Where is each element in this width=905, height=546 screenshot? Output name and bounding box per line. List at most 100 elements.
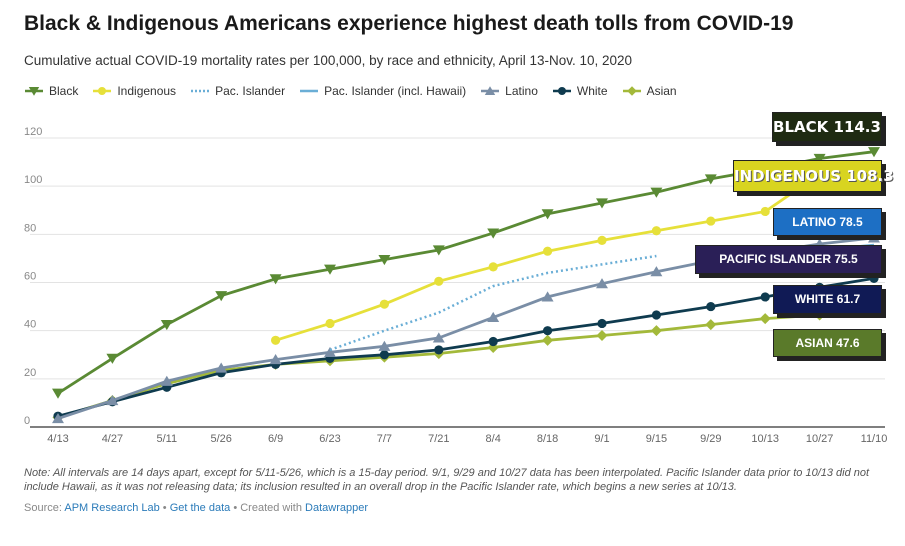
marker-point xyxy=(324,264,336,275)
marker-point xyxy=(106,394,119,406)
x-tick-label: 9/1 xyxy=(594,433,609,445)
marker-point xyxy=(379,350,389,360)
marker-point xyxy=(487,228,500,239)
callout-label: WHITE 61.7 xyxy=(773,285,882,314)
legend-label: Latino xyxy=(505,84,538,98)
x-tick-label: 7/21 xyxy=(428,433,449,445)
marker-point xyxy=(597,318,607,329)
legend-label: Pac. Islander xyxy=(215,84,286,98)
y-tick-label: 120 xyxy=(24,126,42,138)
legend-label: Black xyxy=(49,84,79,98)
marker-point xyxy=(52,413,64,424)
legend-swatch-icon xyxy=(481,86,500,95)
callout-label: PACIFIC ISLANDER 75.5 xyxy=(695,245,882,274)
marker-point xyxy=(488,262,498,272)
marker-point xyxy=(650,325,662,337)
callout-label: LATINO 78.5 xyxy=(773,208,882,236)
marker-point xyxy=(760,292,770,302)
legend-swatch-icon xyxy=(622,86,641,96)
marker-point xyxy=(28,87,40,96)
series-line xyxy=(275,164,875,342)
legend-item: Black xyxy=(24,84,78,98)
created-with: • Created with xyxy=(230,502,306,514)
marker-point xyxy=(597,235,607,245)
y-tick-label: 60 xyxy=(24,271,36,283)
marker-point xyxy=(868,232,880,243)
source-sep: • xyxy=(159,502,170,514)
marker-point xyxy=(557,87,566,95)
x-tick-label: 10/13 xyxy=(751,433,779,445)
legend-item: Indigenous xyxy=(92,84,176,98)
x-tick-label: 5/11 xyxy=(157,433,178,445)
chart-legend: Black Indigenous Pac. Islander Pac. Islande… xyxy=(24,84,677,98)
marker-point xyxy=(596,198,608,209)
x-tick-label: 5/26 xyxy=(210,433,231,445)
marker-point xyxy=(484,86,496,95)
x-tick-label: 11/10 xyxy=(861,433,888,445)
legend-swatch-icon xyxy=(300,89,319,93)
legend-swatch-icon xyxy=(93,87,112,95)
marker-point xyxy=(106,353,119,364)
marker-point xyxy=(378,340,391,351)
marker-point xyxy=(432,245,445,256)
marker-point xyxy=(543,326,553,336)
marker-point xyxy=(215,291,228,302)
marker-point xyxy=(706,301,716,312)
y-tick-label: 100 xyxy=(24,174,42,186)
marker-point xyxy=(271,335,281,345)
marker-point xyxy=(541,209,554,220)
marker-point xyxy=(52,388,64,399)
marker-point xyxy=(487,311,500,323)
marker-point xyxy=(269,274,282,285)
marker-point xyxy=(705,319,717,331)
marker-point xyxy=(596,329,608,342)
page-subtitle: Cumulative actual COVID-19 mortality rat… xyxy=(24,53,633,68)
y-tick-label: 40 xyxy=(24,319,36,331)
marker-point xyxy=(378,255,391,266)
callout-label: INDIGENOUS 108.3 xyxy=(733,160,894,192)
marker-point xyxy=(541,291,554,302)
marker-point xyxy=(434,345,444,355)
x-tick-label: 9/15 xyxy=(646,433,667,445)
x-tick-label: 7/7 xyxy=(377,433,392,445)
callout-label: BLACK 114.3 xyxy=(772,112,882,142)
x-tick-label: 8/18 xyxy=(537,433,558,445)
marker-point xyxy=(215,362,228,373)
legend-label: Indigenous xyxy=(117,84,177,98)
source-link[interactable]: APM Research Lab xyxy=(64,502,160,514)
y-tick-label: 20 xyxy=(24,367,36,379)
series-line xyxy=(329,254,657,352)
marker-point xyxy=(704,174,717,185)
chart-source: Source: APM Research Lab • Get the data … xyxy=(24,502,368,514)
x-tick-label: 9/29 xyxy=(700,433,721,445)
y-tick-label: 80 xyxy=(24,222,36,234)
x-tick-label: 6/9 xyxy=(268,433,283,445)
y-tick-label: 0 xyxy=(24,415,30,427)
source-prefix: Source: xyxy=(24,502,65,514)
marker-point xyxy=(813,153,826,164)
marker-point xyxy=(542,334,554,346)
x-tick-label: 4/27 xyxy=(102,433,123,445)
legend-label: White xyxy=(576,84,608,98)
x-tick-label: 6/23 xyxy=(319,433,340,445)
x-tick-label: 10/27 xyxy=(806,433,834,445)
marker-point xyxy=(706,216,716,226)
legend-item: Asian xyxy=(622,84,677,98)
marker-point xyxy=(651,226,662,236)
legend-swatch-icon xyxy=(191,89,210,93)
x-tick-label: 8/4 xyxy=(486,433,501,445)
legend-item: White xyxy=(552,84,608,98)
marker-point xyxy=(269,354,282,365)
legend-item: Pac. Islander xyxy=(190,84,285,98)
legend-label: Asian xyxy=(646,84,677,98)
legend-item: Latino xyxy=(480,84,538,98)
marker-point xyxy=(160,375,173,386)
callout-label: ASIAN 47.6 xyxy=(773,329,882,357)
marker-point xyxy=(488,336,498,347)
marker-point xyxy=(596,278,608,289)
marker-point xyxy=(543,246,553,256)
datawrapper-link[interactable]: Datawrapper xyxy=(305,502,369,514)
marker-point xyxy=(98,87,107,95)
get-data-link[interactable]: Get the data xyxy=(169,502,231,514)
legend-swatch-icon xyxy=(25,87,43,96)
